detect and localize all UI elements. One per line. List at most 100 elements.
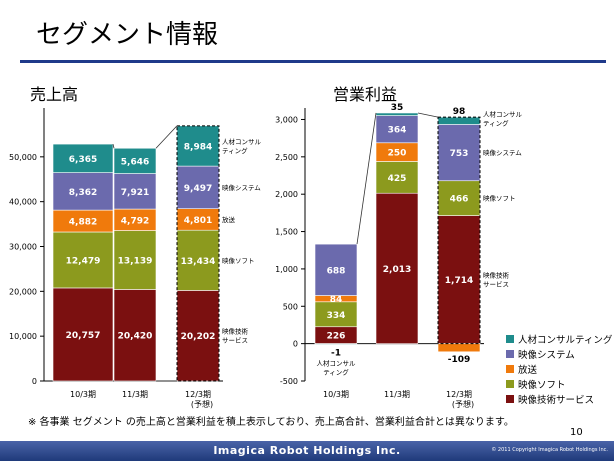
- data-label: 35: [391, 103, 404, 113]
- y-tick-label: 40,000: [9, 198, 37, 207]
- data-label: 250: [388, 149, 407, 159]
- y-tick-label: 3,000: [275, 115, 298, 124]
- chart-1: -500 0 500 1,000 1,500 2,000 2,500 3,000 10/3期 11…: [275, 103, 522, 409]
- legend-swatch: [506, 379, 514, 388]
- data-label: 13,139: [118, 256, 153, 266]
- data-label: 2,013: [383, 265, 411, 275]
- bar-segment: [375, 112, 419, 116]
- legend-item: 映像技術サービス: [506, 391, 612, 406]
- data-label: 425: [388, 174, 407, 184]
- chart-legend: 人材コンサルティング 映像システム 放送映像ソフト映像技術サービス: [506, 331, 612, 406]
- connector-line: [417, 112, 439, 118]
- data-label: 4,792: [121, 216, 149, 226]
- page-title: セグメント情報: [36, 20, 219, 50]
- annotation-label: 人材コンサル: [317, 359, 357, 368]
- bar-segment: [314, 343, 358, 345]
- bar-segment: [113, 289, 157, 382]
- bar-segment: [314, 301, 358, 328]
- chart-0: 0 10,000 20,000 30,000 40,000 50,000 10/3期 11/3…: [9, 108, 262, 409]
- data-label: 9,497: [184, 184, 212, 194]
- segment-label: ティング: [222, 146, 248, 155]
- segment-label: サービス: [222, 336, 248, 345]
- bar-segment: [52, 231, 114, 289]
- data-label: 8,362: [69, 188, 97, 198]
- y-tick-label: 2,000: [275, 190, 298, 199]
- connector-line: [155, 125, 178, 149]
- connector-line: [112, 143, 115, 149]
- data-label: 20,757: [66, 331, 101, 341]
- segment-label: 人材コンサル: [222, 137, 262, 146]
- bar-segment: [375, 115, 419, 144]
- legend-label: 映像システム: [518, 349, 575, 361]
- y-tick-label: 50,000: [9, 153, 37, 162]
- annotation-label: ティング: [323, 368, 349, 377]
- data-label: 688: [327, 266, 346, 276]
- connector-line: [356, 112, 377, 245]
- footer-company: Imagica Robot Holdings Inc.: [213, 444, 401, 457]
- legend-item: 映像ソフト: [506, 376, 612, 391]
- footnote: ※ 各事業 セグメント の売上高と営業利益を積上表示しており、売上高合計、営業利…: [28, 417, 514, 428]
- legend-label: 人材コンサルティング: [518, 334, 613, 346]
- data-label: 6,365: [69, 155, 97, 165]
- legend-swatch: [506, 349, 514, 358]
- bar-segment: [437, 124, 481, 182]
- x-tick-label: 12/3期: [446, 390, 472, 399]
- data-label: 84: [330, 295, 343, 305]
- legend-label: 映像技術サービス: [518, 394, 595, 406]
- data-label: 12,479: [66, 256, 101, 266]
- x-tick-label: 11/3期: [384, 390, 410, 399]
- legend-swatch: [506, 364, 514, 373]
- forecast-outline: [437, 116, 481, 345]
- bar-segment: [113, 147, 157, 174]
- bar-segment: [113, 173, 157, 210]
- data-label: 364: [388, 126, 407, 136]
- legend-label: 放送: [518, 364, 538, 376]
- y-tick-label: 20,000: [9, 287, 37, 296]
- data-label: 5,646: [121, 157, 149, 167]
- legend-label: 映像ソフト: [518, 379, 566, 391]
- bar-segment: [176, 229, 220, 291]
- bar-segment: [176, 125, 220, 167]
- legend-item: 人材コンサルティング: [506, 331, 612, 346]
- footer-copyright: © 2011 Copyright Imagica Robot Holdings …: [491, 447, 608, 453]
- x-tick-note: (予想): [452, 399, 474, 409]
- bar-segment: [113, 230, 157, 290]
- data-label: 226: [327, 332, 346, 342]
- page-number: 10: [570, 427, 583, 438]
- segment-label: 映像ソフト: [483, 194, 516, 203]
- bar-segment: [437, 343, 481, 353]
- legend-swatch: [506, 334, 514, 343]
- title-rule: [20, 60, 606, 63]
- data-label: 20,420: [118, 332, 153, 342]
- bar-segment: [52, 287, 114, 382]
- x-tick-label: 11/3期: [122, 390, 148, 399]
- bar-segment: [52, 172, 114, 211]
- bar-segment: [176, 165, 220, 209]
- legend-item: 放送: [506, 361, 612, 376]
- data-label: 13,434: [181, 257, 216, 267]
- segment-label: 映像システム: [222, 183, 261, 192]
- data-label: 8,984: [184, 142, 212, 152]
- segment-label: 人材コンサル: [483, 110, 523, 119]
- y-tick-label: 500: [283, 302, 298, 311]
- profit-chart-title: 営業利益: [333, 85, 398, 104]
- segment-label: 放送: [222, 215, 236, 224]
- segment-label: ティング: [483, 119, 509, 128]
- segment-label: サービス: [483, 280, 509, 289]
- bar-segment: [375, 192, 419, 344]
- bar-segment: [52, 143, 114, 173]
- y-tick-label: -500: [280, 377, 298, 386]
- data-label: 334: [327, 311, 346, 321]
- x-tick-label: 12/3期: [185, 390, 211, 399]
- sales-chart-title: 売上高: [30, 85, 79, 104]
- data-label: 98: [453, 107, 466, 117]
- legend-swatch: [506, 394, 514, 403]
- y-tick-label: 1,000: [275, 265, 298, 274]
- data-label: 466: [450, 195, 469, 205]
- footer-bar: Imagica Robot Holdings Inc. © 2011 Copyr…: [0, 441, 614, 461]
- x-tick-label: 10/3期: [323, 390, 349, 399]
- x-tick-note: (予想): [191, 399, 213, 409]
- data-label: 1,714: [445, 276, 473, 286]
- data-label: 4,882: [69, 218, 97, 228]
